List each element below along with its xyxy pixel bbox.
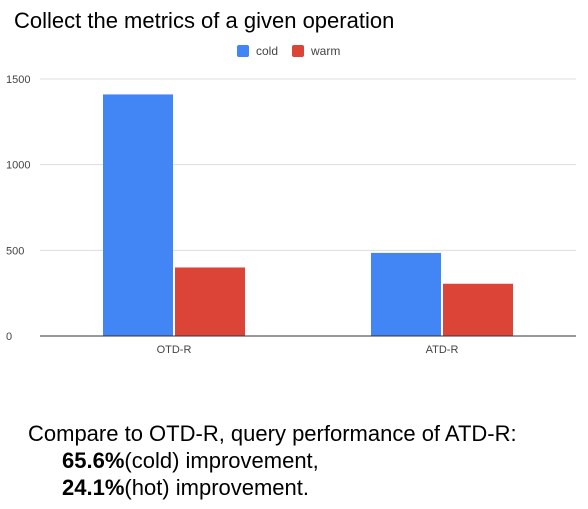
hot-improvement-value: 24.1% — [62, 475, 125, 500]
y-tick-label-0: 0 — [6, 331, 12, 343]
summary-intro: Compare to OTD-R, query performance of A… — [28, 421, 517, 446]
bar-OTD-R-warm — [175, 267, 245, 336]
summary-cold-line: 65.6%(cold) improvement, — [28, 447, 517, 474]
bar-ATD-R-cold — [371, 252, 441, 336]
bar-chart: 0 500 1000 1500 OTD-R ATD-R cold warm — [6, 44, 576, 356]
y-tick-label-500: 500 — [6, 245, 24, 257]
legend-swatch-cold — [237, 45, 249, 57]
legend-label-cold: cold — [256, 44, 278, 58]
legend-swatch-warm — [292, 45, 305, 57]
hot-improvement-text: (hot) improvement. — [124, 475, 310, 500]
bar-OTD-R-cold — [103, 94, 173, 336]
cold-improvement-value: 65.6% — [62, 448, 125, 473]
cold-improvement-text: (cold) improvement, — [124, 448, 319, 473]
bar-ATD-R-warm — [443, 283, 513, 336]
y-tick-label-1000: 1000 — [6, 160, 30, 172]
x-tick-label-OTD-R: OTD-R — [157, 344, 192, 356]
legend-label-warm: warm — [310, 44, 340, 58]
chart-title: Collect the metrics of a given operation — [14, 8, 395, 33]
y-tick-label-1500: 1500 — [6, 74, 30, 86]
summary-hot-line: 24.1%(hot) improvement. — [28, 474, 517, 501]
summary-text: Compare to OTD-R, query performance of A… — [28, 420, 517, 501]
x-tick-label-ATD-R: ATD-R — [426, 344, 459, 356]
